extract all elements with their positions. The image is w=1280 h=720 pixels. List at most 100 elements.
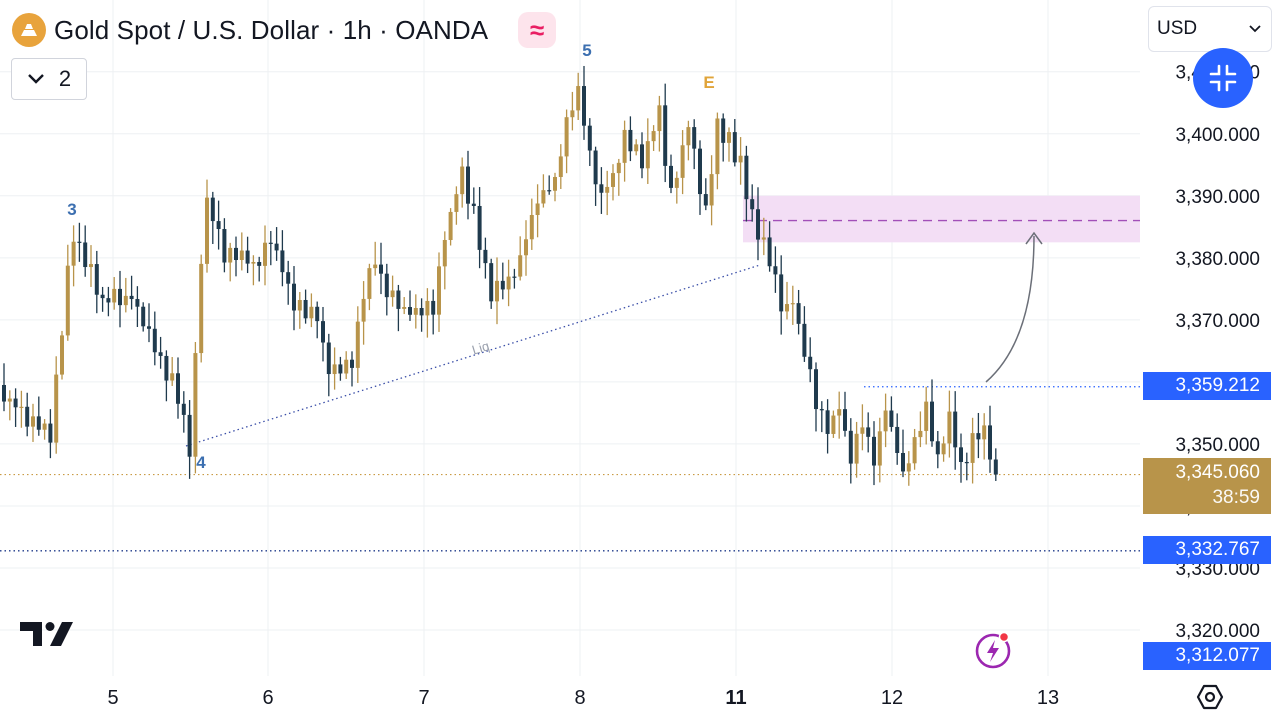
candle-body [558, 156, 563, 177]
candle-body [906, 463, 911, 472]
chevron-down-icon [28, 74, 44, 84]
candle-body [448, 211, 453, 240]
candle-body [210, 197, 215, 222]
candle-body [309, 306, 314, 319]
candle-body [419, 308, 424, 316]
candle-body [912, 437, 917, 464]
candle-body [466, 166, 470, 204]
candle-body [564, 117, 569, 157]
candle-body [442, 239, 447, 267]
candle-body [506, 276, 511, 290]
candle-body [129, 295, 134, 300]
candle-body [350, 359, 354, 368]
candle-body [7, 398, 12, 402]
candle-body [837, 409, 842, 416]
candle-body [187, 414, 192, 457]
candle-body [709, 174, 714, 206]
candle-body [199, 263, 204, 354]
settings-hexagon-icon[interactable] [1196, 683, 1224, 716]
candle-body [982, 425, 987, 440]
symbol-title[interactable]: Gold Spot / U.S. Dollar · 1h · OANDA [54, 14, 489, 45]
candle-body [692, 127, 697, 149]
candle-body [848, 430, 853, 464]
candle-body [970, 433, 975, 463]
candle-body [947, 411, 952, 444]
candle-body [634, 144, 639, 152]
candle-body [158, 352, 163, 356]
candle-body [297, 299, 302, 311]
candle-body [112, 288, 117, 303]
candle-body [744, 155, 749, 200]
x-tick-label: 13 [1037, 687, 1059, 709]
candle-body [355, 321, 360, 368]
candle-body [239, 250, 244, 261]
candle-body [727, 132, 731, 143]
lightning-icon[interactable] [974, 631, 1012, 669]
candle-body [2, 384, 6, 402]
y-tick-label: 3,330.000 [1175, 559, 1260, 580]
candle-body [25, 406, 30, 427]
candle-body [686, 127, 691, 146]
candle-body [872, 436, 876, 466]
price-label-last: 3,345.060 38:59 [1143, 458, 1271, 514]
candle-body [471, 203, 476, 206]
candle-body [657, 105, 662, 132]
candle-body [292, 283, 296, 311]
candle-body [94, 264, 99, 295]
candle-body [732, 132, 737, 163]
candle-body [524, 239, 528, 256]
candle-body [518, 255, 523, 277]
chevron-down-icon [1249, 25, 1261, 33]
candle-body [698, 148, 702, 195]
candle-body [326, 342, 331, 375]
candle-body [245, 250, 250, 264]
x-tick-label: 7 [418, 687, 429, 709]
candle-body [941, 443, 946, 455]
candle-body [332, 364, 337, 375]
candle-body [431, 300, 436, 315]
candle-body [616, 162, 621, 174]
candle-body [611, 173, 615, 187]
candle-body [640, 144, 644, 169]
price-label-bottom: 3,312.077 [1143, 642, 1271, 670]
tradingview-logo-icon[interactable] [20, 620, 74, 653]
candle-body [918, 430, 923, 438]
candle-body [790, 303, 795, 305]
candle-body [344, 359, 349, 374]
candle-body [802, 323, 807, 357]
wave-label-3: 3 [67, 200, 76, 219]
fullscreen-exit-button[interactable] [1193, 48, 1253, 108]
candle-body [814, 369, 818, 410]
indicators-collapse-button[interactable]: 2 [11, 58, 87, 100]
candle-body [796, 303, 801, 324]
x-tick-label: 6 [262, 687, 273, 709]
candle-body [361, 298, 366, 322]
last-price-value: 3,345.060 [1175, 462, 1260, 483]
candle-body [674, 177, 679, 188]
x-tick-label: 11 [725, 687, 746, 709]
candle-body [257, 261, 262, 266]
indicator-badge[interactable]: ≈ [518, 12, 557, 48]
candle-body [622, 129, 627, 163]
liquidity-trendline [185, 264, 761, 447]
candle-body [303, 299, 308, 319]
candle-body [460, 166, 465, 195]
candle-body [988, 425, 992, 460]
candle-body [785, 304, 789, 312]
candle-body [976, 433, 981, 440]
candle-body [930, 401, 934, 442]
candle-body [373, 264, 378, 269]
candle-body [141, 306, 146, 327]
candle-body [164, 355, 169, 381]
candle-body [959, 447, 963, 462]
candle-body [576, 86, 581, 111]
candle-body [883, 410, 888, 432]
candle-body [425, 300, 430, 316]
candle-body [123, 295, 128, 306]
candle-body [477, 205, 482, 250]
trendline-label: Liq [470, 338, 491, 357]
currency-label: USD [1157, 18, 1198, 39]
candle-body [593, 150, 598, 185]
currency-select[interactable]: USD [1148, 6, 1272, 52]
